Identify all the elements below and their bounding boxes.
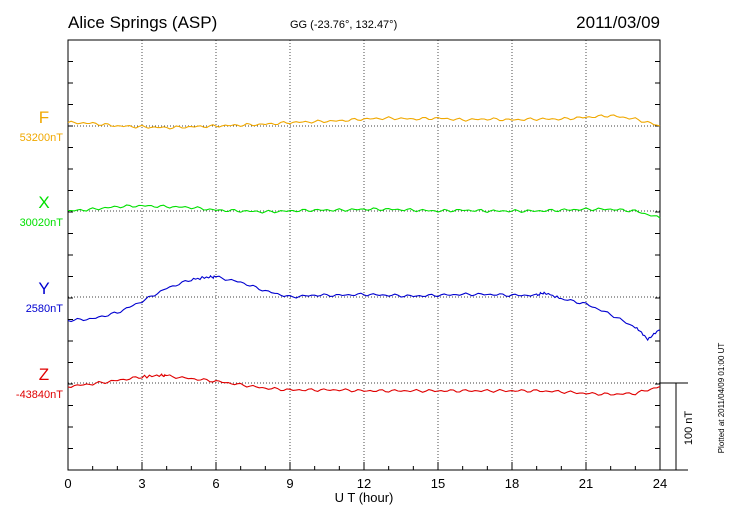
baseline-label-x: 30020nT	[20, 217, 64, 229]
x-axis-label: U T (hour)	[335, 490, 394, 505]
scale-bar-label: 100 nT	[683, 411, 695, 446]
grid-lines	[141, 40, 587, 470]
x-tick-label: 24	[653, 476, 667, 491]
baseline-label-y: 2580nT	[26, 303, 64, 315]
date-label: 2011/03/09	[576, 13, 660, 32]
series-name-y: Y	[38, 279, 49, 298]
baseline-label-f: 53200nT	[20, 132, 64, 144]
baseline-label-z: -43840nT	[16, 389, 63, 401]
series-line-f	[67, 114, 661, 130]
x-tick-labels: 0 3 6 9 12 15 18 21 24	[64, 476, 667, 491]
station-coords: GG (-23.76°, 132.47°)	[290, 19, 397, 31]
plotted-note: Plotted at 2011/04/09 01:00 UT	[717, 343, 726, 454]
axis-ticks	[67, 39, 661, 471]
station-title: Alice Springs (ASP)	[68, 13, 217, 32]
series-line-x	[67, 204, 661, 219]
x-tick-label: 18	[505, 476, 519, 491]
x-tick-label: 12	[357, 476, 371, 491]
series-name-f: F	[39, 108, 49, 127]
x-tick-label: 6	[212, 476, 219, 491]
x-tick-label: 0	[64, 476, 71, 491]
series-baselines	[68, 125, 660, 384]
x-tick-label: 3	[138, 476, 145, 491]
plot-frame	[67, 39, 661, 471]
series-line-y	[67, 274, 661, 342]
series-lines	[67, 114, 661, 396]
scale-bar	[660, 382, 688, 471]
series-name-x: X	[38, 193, 49, 212]
series-name-z: Z	[39, 365, 49, 384]
x-tick-label: 9	[286, 476, 293, 491]
series-line-z	[67, 373, 661, 396]
x-tick-label: 15	[431, 476, 445, 491]
x-tick-label: 21	[579, 476, 593, 491]
series-labels: F 53200nT X 30020nT Y 2580nT Z -43840nT	[16, 108, 63, 401]
